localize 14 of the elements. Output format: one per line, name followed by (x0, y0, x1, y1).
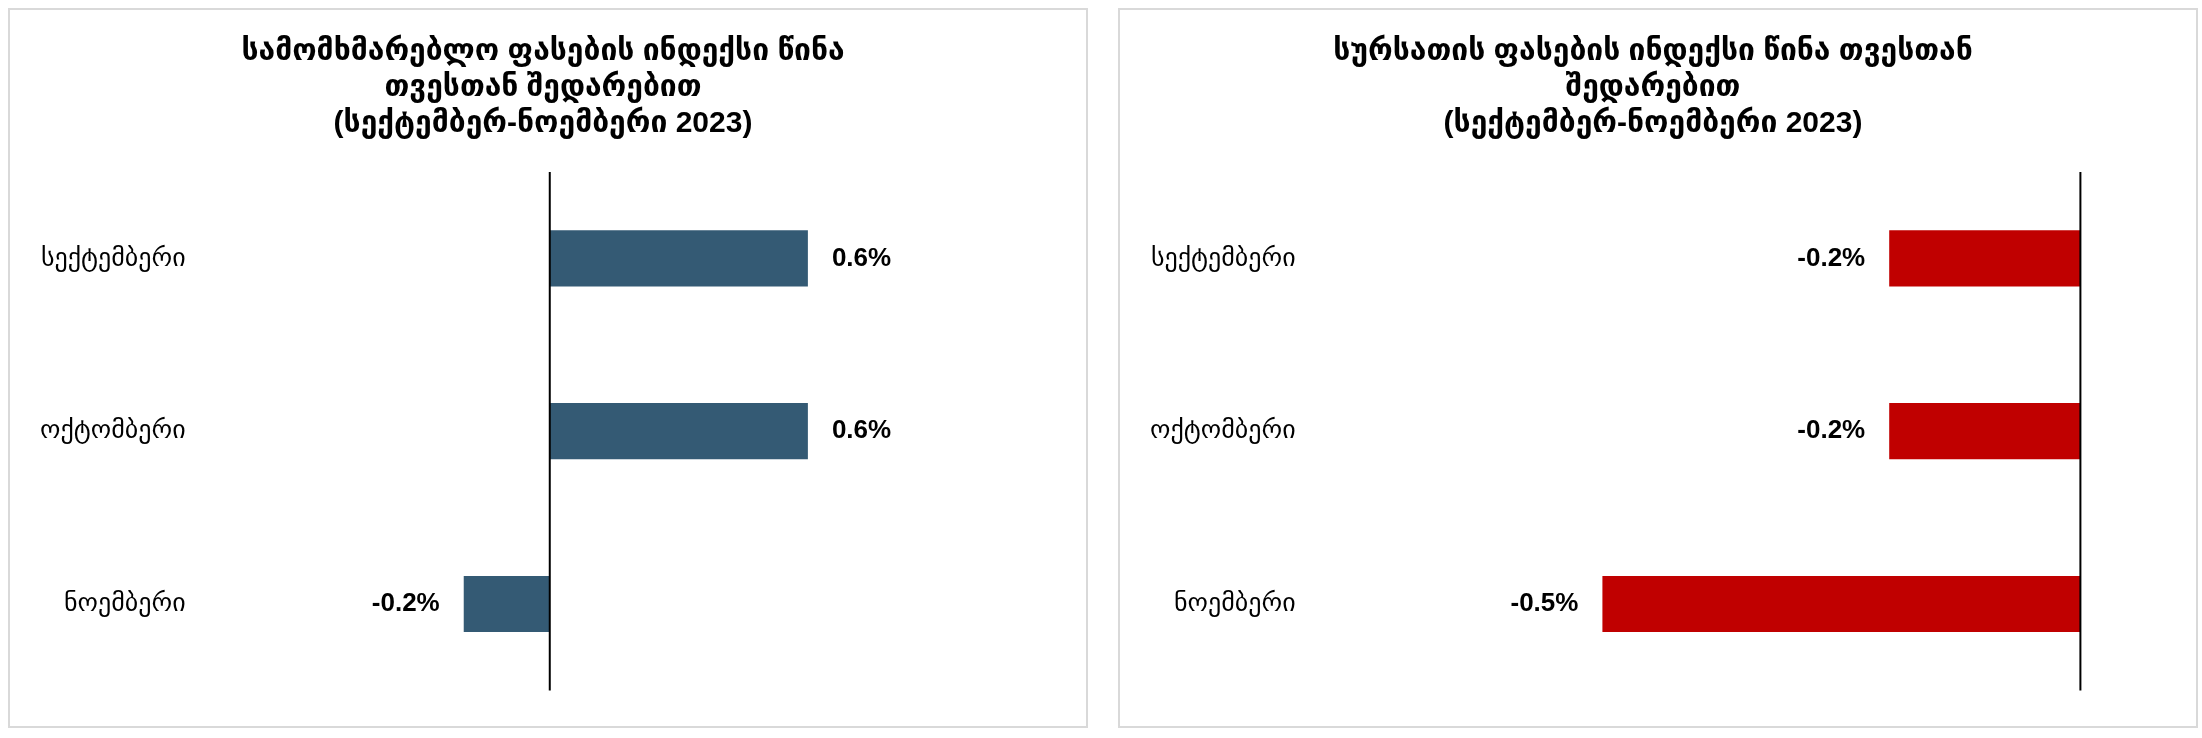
y-tick-label: ნოემბერი (63, 587, 186, 618)
data-label: 0.6% (831, 414, 892, 445)
chart-title: სურსათის ფასების ინდექსი წინა თვესთან შედარებით (სექტემბერ-ნოემბერი 2023) (1333, 33, 1973, 140)
y-tick-label: ოქტომბერი (1149, 414, 1296, 445)
data-label: -0.2% (371, 587, 440, 618)
y-tick-label: ნოემბერი (1173, 587, 1296, 618)
chart-title: სამომხმარებლო ფასების ინდექსი წინა თვესთან შედარებით (სექტემბერ-ნოემბერი 2023) (241, 33, 845, 140)
y-tick-label: სექტემბერი (1150, 241, 1296, 272)
data-label: 0.6% (831, 241, 892, 272)
y-tick-label: სექტემბერი (40, 241, 186, 272)
data-label: -0.2% (1797, 241, 1866, 272)
y-tick-label: ოქტომბერი (39, 414, 186, 445)
data-label: -0.2% (1797, 414, 1866, 445)
data-label: -0.5% (1510, 587, 1579, 618)
